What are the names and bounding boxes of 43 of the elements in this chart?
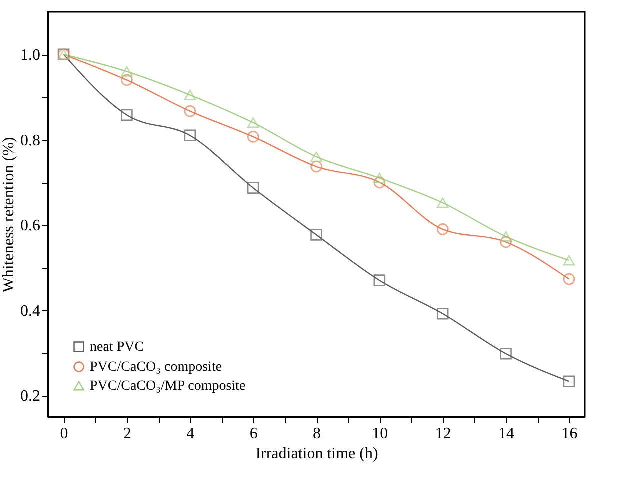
x-axis-title: Irradiation time (h) [256, 446, 378, 462]
x-tick-label: 0 [60, 426, 68, 442]
point [436, 224, 449, 236]
legend-label: PVC/CaCO₃/MP composite [90, 379, 246, 394]
y-tick-label: 1.0 [20, 47, 40, 64]
y-tick-label: 0.8 [20, 132, 40, 150]
y-tick-label: 0.4 [20, 302, 40, 320]
point [374, 176, 386, 188]
point [563, 376, 576, 388]
x-tick-label: 2 [123, 426, 132, 442]
point [247, 131, 260, 143]
point [247, 118, 260, 128]
x-tick-label: 6 [250, 426, 258, 442]
x-tick-label: 14 [498, 426, 515, 442]
point [184, 130, 196, 142]
y-tick-label: 0.6 [20, 218, 40, 235]
point [374, 173, 386, 184]
x-tick-label: 16 [562, 426, 578, 442]
point [121, 74, 133, 86]
x-tick-label: 4 [186, 426, 195, 442]
y-tick-label: 0.2 [20, 388, 40, 406]
point [310, 152, 322, 162]
point [500, 236, 512, 248]
legend-label: PVC/CaCO₃ composite [90, 360, 222, 375]
point [563, 273, 576, 286]
point [436, 308, 449, 320]
point [500, 348, 512, 360]
point [500, 231, 512, 242]
x-tick-label: 12 [435, 426, 452, 442]
point [121, 66, 133, 77]
point [121, 109, 133, 122]
legend-label: neat PVC [90, 340, 144, 355]
x-tick-label: 8 [313, 426, 321, 442]
y-axis-title: Whiteness retention (%) [0, 137, 18, 293]
point [436, 198, 449, 208]
point [184, 105, 196, 118]
point [247, 182, 260, 194]
point [374, 274, 386, 286]
x-tick-label: 10 [372, 426, 388, 442]
point [310, 160, 322, 173]
point [184, 90, 196, 100]
point [563, 255, 576, 266]
point [310, 229, 322, 241]
